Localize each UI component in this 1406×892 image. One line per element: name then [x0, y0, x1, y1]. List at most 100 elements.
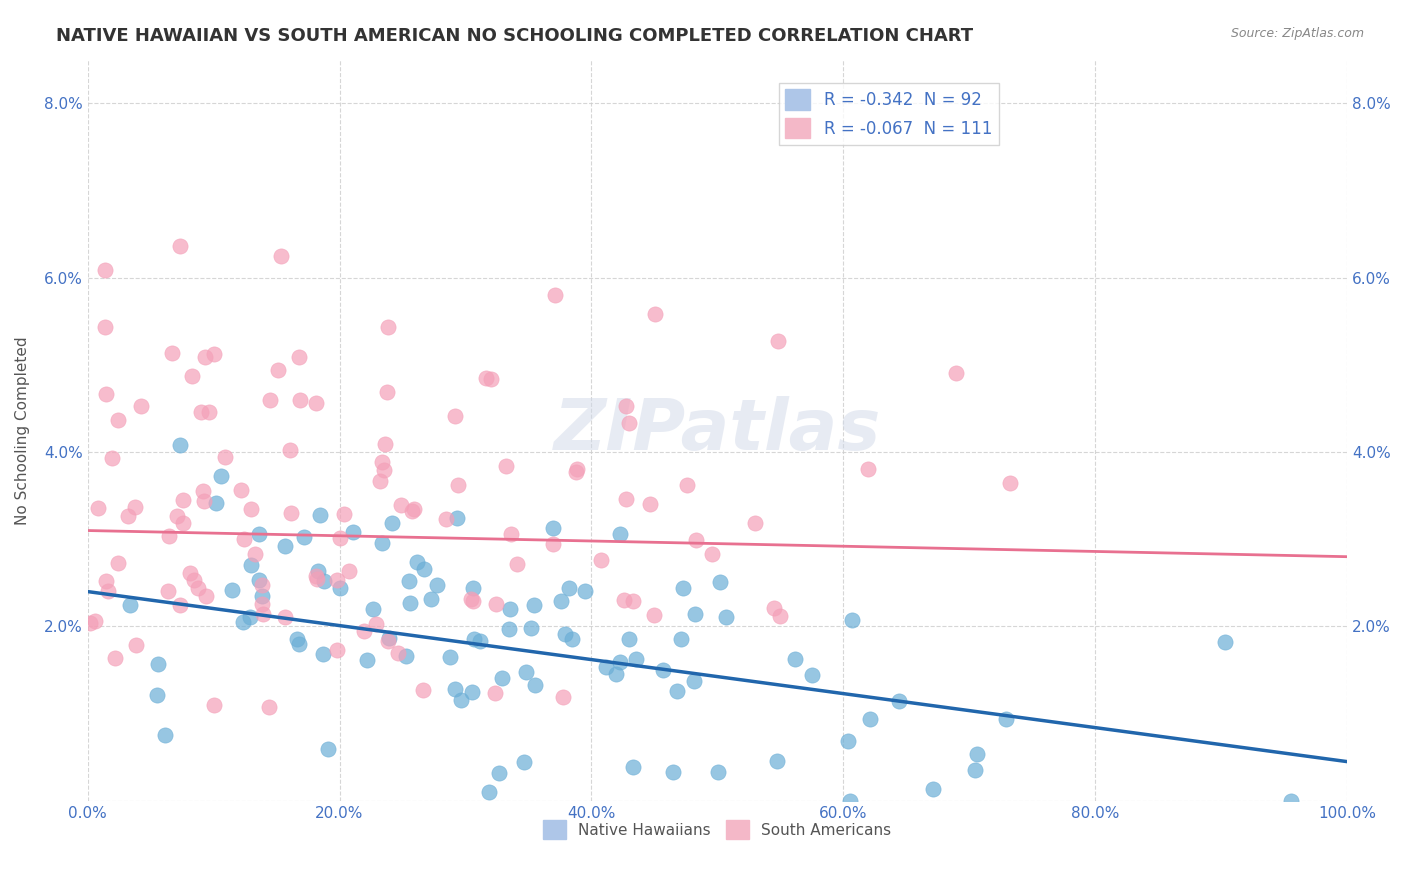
Point — [117, 509, 139, 524]
Point — [193, 494, 215, 508]
Point — [274, 610, 297, 624]
Point — [179, 566, 201, 581]
Point — [377, 632, 399, 646]
Point — [1000, 475, 1022, 490]
Point — [839, 794, 862, 808]
Text: NATIVE HAWAIIAN VS SOUTH AMERICAN NO SCHOOLING COMPLETED CORRELATION CHART: NATIVE HAWAIIAN VS SOUTH AMERICAN NO SCH… — [56, 27, 973, 45]
Point — [921, 782, 943, 797]
Point — [439, 650, 461, 665]
Point — [662, 764, 685, 779]
Point — [374, 436, 396, 450]
Point — [353, 624, 375, 638]
Point — [326, 574, 349, 588]
Point — [621, 759, 644, 773]
Point — [387, 646, 409, 660]
Point — [412, 682, 434, 697]
Point — [305, 569, 328, 583]
Point — [197, 405, 219, 419]
Point — [401, 504, 423, 518]
Point — [468, 633, 491, 648]
Point — [609, 655, 631, 669]
Point — [444, 681, 467, 696]
Point — [169, 598, 191, 612]
Point — [326, 642, 349, 657]
Point — [557, 581, 579, 595]
Point — [231, 615, 253, 629]
Point — [202, 698, 225, 712]
Point — [94, 574, 117, 589]
Point — [307, 572, 329, 586]
Point — [520, 621, 543, 635]
Point — [461, 581, 484, 595]
Point — [544, 288, 567, 302]
Point — [314, 574, 336, 588]
Point — [146, 657, 169, 671]
Point — [966, 747, 988, 762]
Point — [524, 678, 547, 692]
Point — [169, 438, 191, 452]
Point — [785, 652, 807, 666]
Point — [461, 685, 484, 699]
Point — [249, 527, 271, 541]
Point — [616, 491, 638, 506]
Point — [841, 614, 863, 628]
Point — [104, 651, 127, 665]
Point — [312, 647, 335, 661]
Point — [285, 632, 308, 646]
Point — [766, 334, 789, 349]
Point — [800, 668, 823, 682]
Point — [337, 564, 360, 578]
Point — [565, 465, 588, 479]
Point — [169, 239, 191, 253]
Point — [515, 665, 537, 679]
Point — [447, 477, 470, 491]
Point — [499, 601, 522, 615]
Point — [124, 500, 146, 514]
Point — [475, 370, 498, 384]
Point — [682, 674, 704, 689]
Point — [292, 530, 315, 544]
Point — [131, 399, 153, 413]
Point — [491, 671, 513, 685]
Point — [214, 450, 236, 464]
Point — [308, 508, 330, 523]
Point — [683, 607, 706, 621]
Point — [672, 581, 695, 595]
Point — [371, 455, 394, 469]
Point — [194, 350, 217, 364]
Point — [231, 483, 253, 498]
Point — [624, 652, 647, 666]
Point — [463, 632, 485, 646]
Point — [643, 607, 665, 622]
Point — [329, 582, 352, 596]
Point — [395, 649, 418, 664]
Point — [333, 507, 356, 521]
Point — [463, 594, 485, 608]
Point — [460, 591, 482, 606]
Point — [638, 497, 661, 511]
Point — [288, 637, 311, 651]
Point — [146, 689, 169, 703]
Point — [766, 754, 789, 768]
Point — [79, 616, 101, 631]
Point — [478, 784, 501, 798]
Point — [156, 583, 179, 598]
Point — [375, 384, 398, 399]
Point — [356, 653, 378, 667]
Point — [707, 765, 730, 780]
Point — [233, 533, 256, 547]
Point — [304, 395, 326, 409]
Point — [191, 484, 214, 499]
Point — [609, 526, 631, 541]
Point — [252, 607, 274, 621]
Point — [685, 533, 707, 547]
Point — [342, 525, 364, 540]
Point — [307, 564, 329, 578]
Point — [83, 614, 105, 628]
Point — [541, 537, 564, 551]
Point — [187, 582, 209, 596]
Point — [259, 392, 281, 407]
Point — [484, 686, 506, 700]
Point — [665, 683, 688, 698]
Point — [589, 553, 612, 567]
